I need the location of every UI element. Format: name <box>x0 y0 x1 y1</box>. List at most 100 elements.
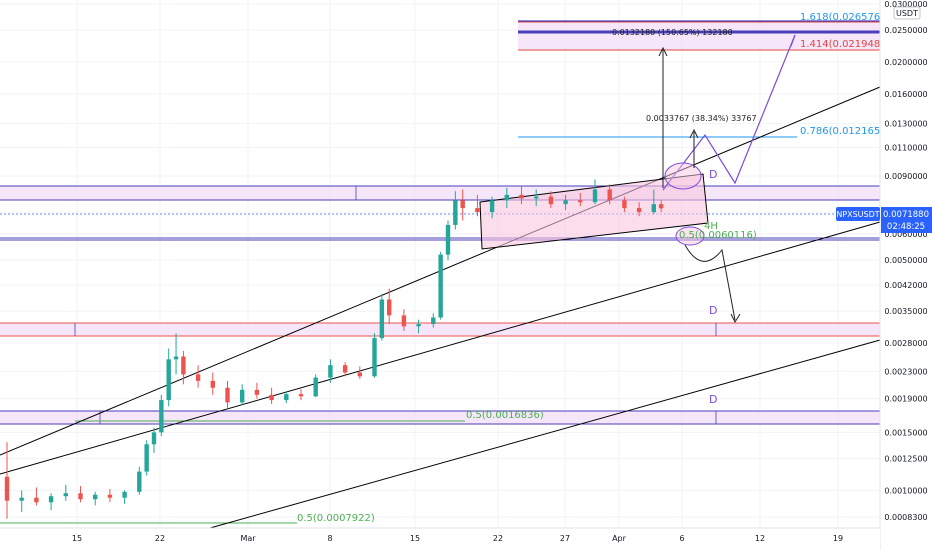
channel-mid <box>0 221 881 475</box>
candle-body <box>151 432 157 445</box>
candle-body <box>387 299 392 316</box>
fib-1618-label: 1.618(0.0265765) <box>800 12 891 23</box>
price-tick-label: 0.0028000 <box>884 339 927 348</box>
measure-arrow-big-head <box>658 46 668 57</box>
time-tick-label: 8 <box>327 534 332 543</box>
price-tick-label: 0.0023000 <box>884 367 927 376</box>
time-axis[interactable]: 15 22 Mar 8 15 22 27 Apr 6 12 19 <box>0 527 880 550</box>
d-label-low: D <box>709 393 717 406</box>
candle-body <box>19 497 24 501</box>
candle-body <box>622 200 627 209</box>
candle-body <box>607 189 612 201</box>
price-tick-label: 0.0300000 <box>884 0 927 9</box>
candle-body <box>269 394 274 401</box>
support-zone-mid-fill <box>0 323 880 336</box>
current-price-label: 0.0071880 <box>883 210 929 220</box>
price-tick-label: 0.0110000 <box>884 143 927 152</box>
time-tick-label: Mar <box>240 534 256 543</box>
candle-body <box>416 324 421 327</box>
price-tick-label: 0.0019000 <box>884 395 927 404</box>
channel-lower <box>209 339 881 529</box>
price-tick-label: 0.0160000 <box>884 90 927 99</box>
candle-body <box>401 315 407 327</box>
currency-label: USDT <box>896 9 918 18</box>
time-tick-label: 12 <box>755 534 765 543</box>
support-zone-low-fill <box>0 411 880 424</box>
time-tick-label: 27 <box>560 534 570 543</box>
candle-body <box>342 365 348 373</box>
time-tick-label: 22 <box>155 534 165 543</box>
candle-body <box>225 387 230 403</box>
price-tick-label: 0.0090000 <box>884 172 927 181</box>
candle-body <box>578 200 583 203</box>
fib-786-label: 0.786(0.0121652) <box>800 126 891 137</box>
candle-body <box>475 208 480 213</box>
candle-body <box>254 389 260 395</box>
candle-body <box>159 400 164 433</box>
candle-body <box>460 200 465 209</box>
candle-body <box>144 444 149 472</box>
fib-1414-label: 1.414(0.0219489) <box>800 39 891 50</box>
candle-body <box>658 204 664 209</box>
candle-body <box>504 194 509 201</box>
candle-body <box>166 359 171 401</box>
candle-body <box>372 338 377 377</box>
candle-body <box>78 493 83 500</box>
fib-05-a-label: 0.5(0.0060116) <box>679 230 757 241</box>
measure-small-label: 0.0033767 (38.34%) 33767 <box>646 114 757 123</box>
time-axis-bg <box>0 528 880 550</box>
candles-layer <box>4 179 664 519</box>
price-tick-label: 0.0050000 <box>884 256 927 265</box>
projection-arrowhead-down <box>730 313 741 324</box>
fib-05-c-label: 0.5(0.0007922) <box>297 513 375 524</box>
candle-body <box>489 200 495 213</box>
candle-body <box>357 372 362 377</box>
candle-body <box>592 189 598 203</box>
candle-body <box>48 496 54 503</box>
price-tick-label: 0.0060000 <box>884 230 927 239</box>
countdown-label: 02:48:25 <box>887 222 925 232</box>
price-tick-label: 0.0250000 <box>884 26 927 35</box>
time-tick-label: 15 <box>72 534 82 543</box>
price-tick-label: 0.0035000 <box>884 307 927 316</box>
candle-body <box>431 317 436 325</box>
projection-arrowhead <box>790 34 796 47</box>
candle-body <box>34 497 39 503</box>
measure-big-label: 0.0132180 (150.65%) 132180 <box>612 28 733 37</box>
price-tick-label: 0.0200000 <box>884 58 927 67</box>
candle-body <box>651 204 656 213</box>
candle-body <box>379 299 385 339</box>
candle-body <box>438 254 443 318</box>
candle-body <box>122 491 127 498</box>
candle-body <box>63 493 68 497</box>
time-tick-label: Apr <box>612 534 627 543</box>
currency-button[interactable]: USDT <box>893 6 921 20</box>
candle-body <box>195 374 201 381</box>
candle-body <box>284 394 289 401</box>
target-zone-fill <box>518 22 880 50</box>
candle-body <box>453 200 458 225</box>
candle-body <box>181 356 186 375</box>
candle-body <box>93 494 98 500</box>
candle-body <box>328 365 333 378</box>
timeframe-label: 4H <box>704 221 718 232</box>
candle-body <box>548 196 554 205</box>
candle-body <box>173 356 179 360</box>
resistance-zone-fill <box>0 186 880 200</box>
highlight-ellipse-top <box>664 162 702 190</box>
price-axis-bg <box>880 0 932 550</box>
price-tick-label: 0.0008300 <box>884 513 927 522</box>
wedge-pattern <box>479 173 709 250</box>
price-tick-label: 0.0015000 <box>884 428 927 437</box>
time-tick-label: 22 <box>493 534 503 543</box>
candle-body <box>137 471 142 492</box>
candle-body <box>445 224 451 255</box>
fib-05-b-label: 0.5(0.0016836) <box>466 410 544 421</box>
drawing-lines-layer <box>0 20 881 529</box>
time-tick-label: 19 <box>833 534 843 543</box>
candle-body <box>519 194 524 199</box>
price-tick-label: 0.0130000 <box>884 120 927 129</box>
price-axis[interactable]: 0.0300000 0.0250000 0.0200000 0.0160000 0.01… <box>879 0 932 550</box>
symbol-label: NPXSUSDT <box>836 210 879 219</box>
